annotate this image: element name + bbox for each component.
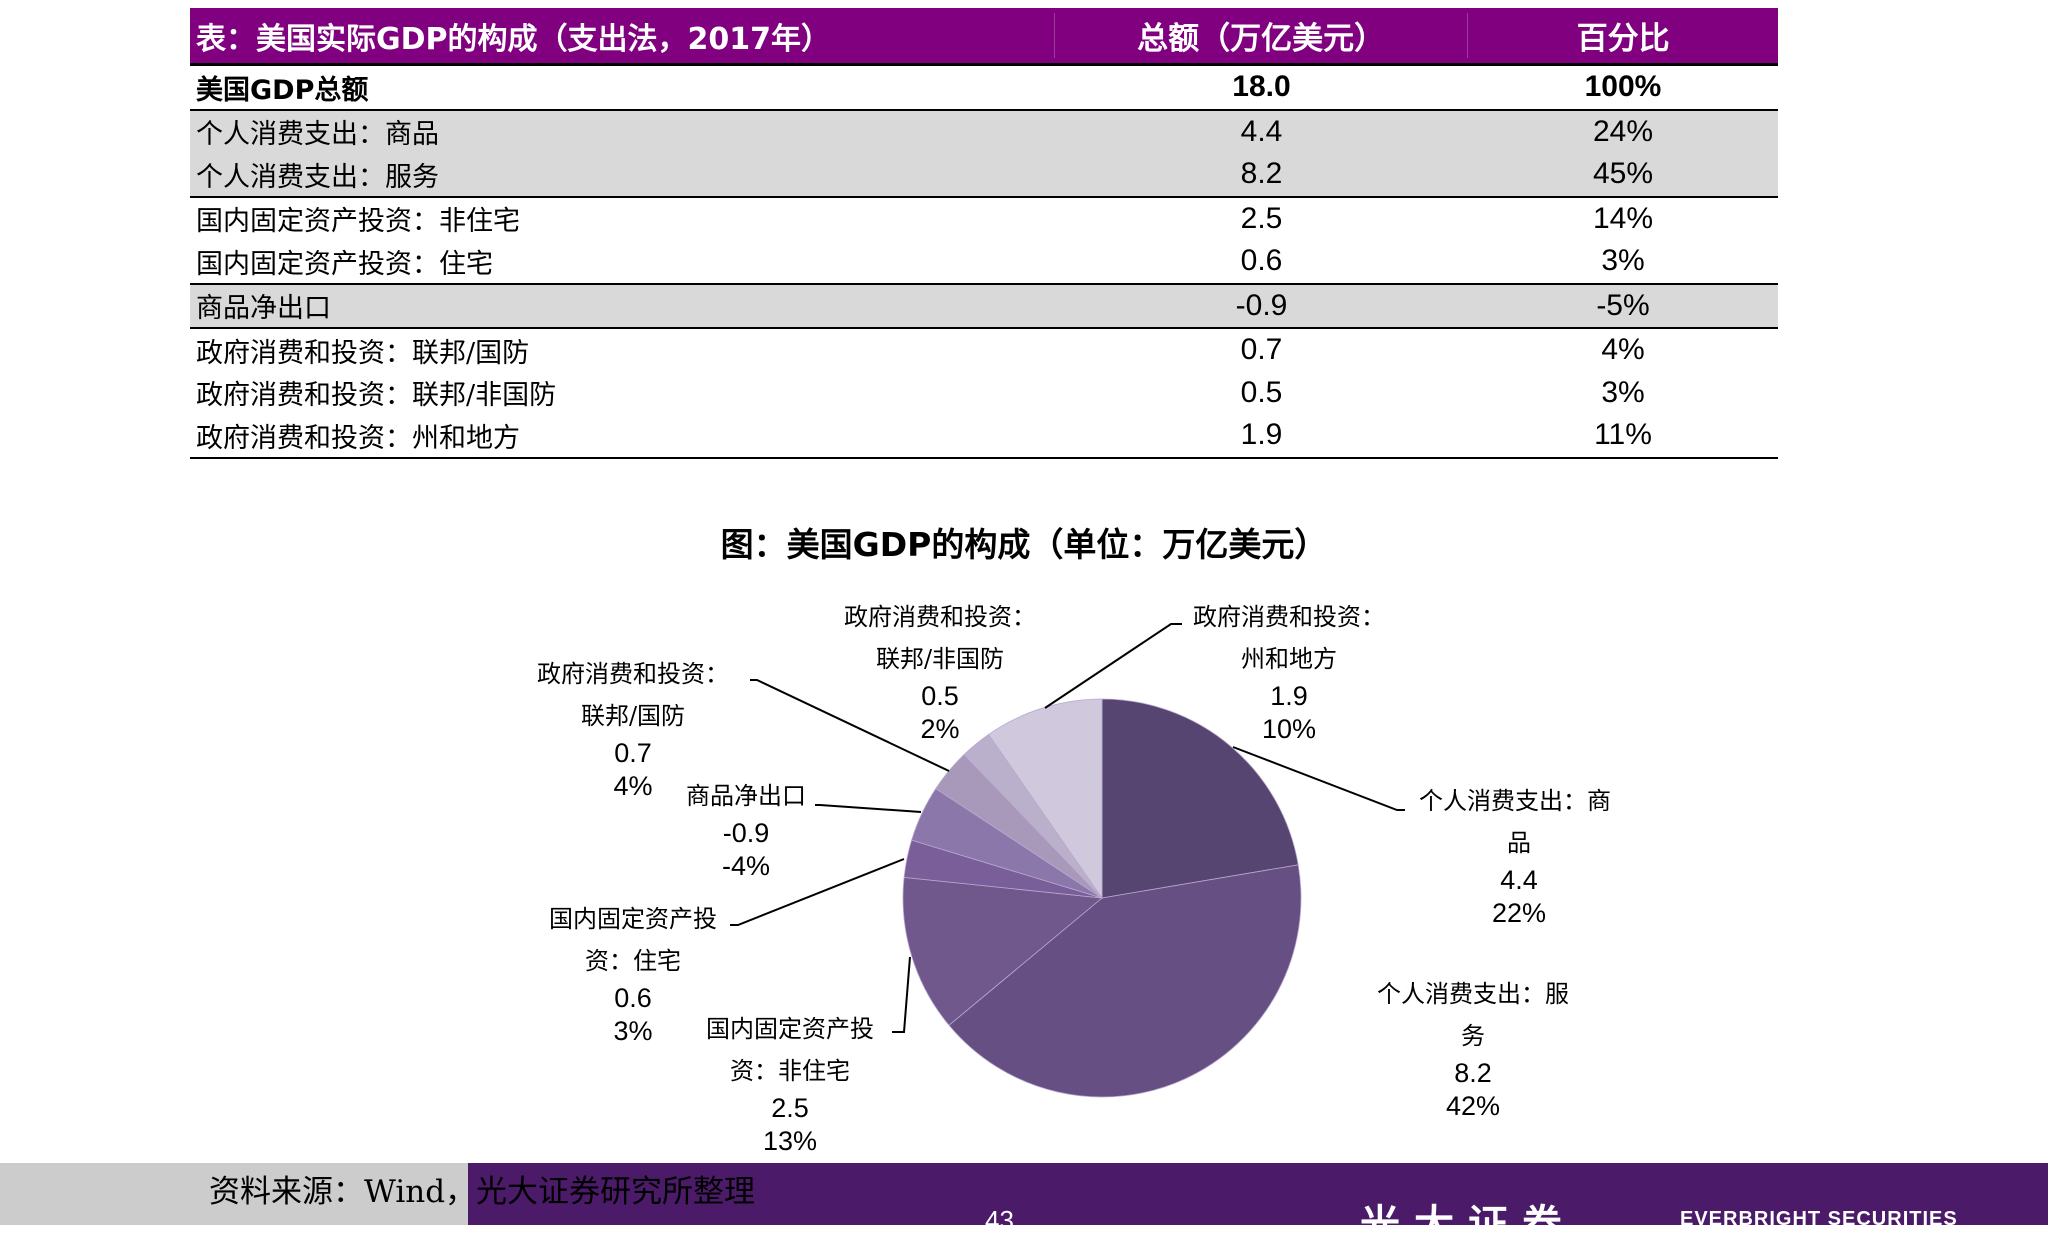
row-label: 个人消费支出：服务 [196, 161, 439, 193]
pie-slice-2 [902, 876, 1103, 1026]
value-label: -0.9 [722, 818, 770, 848]
label-nonresidential: 国内固定资产投 资：非住宅 2.5 13% [706, 1008, 874, 1158]
table-row: 国内固定资产投资：住宅 0.6 3% [190, 240, 1778, 285]
pct-label: 2% [920, 714, 960, 744]
value-label: 1.9 [1270, 681, 1308, 711]
row-pct: 4% [1601, 333, 1645, 367]
label-line: 个人消费支出：服 [1377, 980, 1569, 1008]
value-label: 4.4 [1500, 865, 1538, 895]
table-row: 政府消费和投资：联邦/非国防 0.5 3% [190, 372, 1778, 415]
row-amount: -0.9 [1235, 288, 1288, 322]
table-row: 个人消费支出：商品 4.4 24% [190, 110, 1778, 153]
pct-label: 22% [1491, 898, 1547, 928]
label-federal-defense: 政府消费和投资： 联邦/国防 0.7 4% [537, 653, 729, 803]
header-title: 表：美国实际GDP的构成（支出法，2017年） [196, 21, 832, 57]
label-line: 政府消费和投资： [844, 603, 1036, 631]
label-goods: 个人消费支出：商 品 4.4 22% [1419, 780, 1611, 930]
table-row: 政府消费和投资：联邦/国防 0.7 4% [190, 329, 1778, 372]
table-row: 国内固定资产投资：非住宅 2.5 14% [190, 198, 1778, 241]
leader-line-residential [730, 858, 905, 926]
row-label: 政府消费和投资：联邦/非国防 [196, 380, 557, 412]
pct-label: 10% [1261, 714, 1317, 744]
row-pct: 45% [1592, 157, 1654, 191]
row-label: 国内固定资产投资：非住宅 [196, 206, 520, 238]
logo-cn: 光大证券 [1360, 1201, 1576, 1248]
row-pct: 14% [1592, 201, 1654, 235]
row-amount: 0.6 [1240, 244, 1283, 278]
value-label: 0.7 [614, 738, 652, 768]
table-row: 个人消费支出：服务 8.2 45% [190, 153, 1778, 198]
pie-slice-1 [948, 864, 1302, 1098]
pct-label: 3% [613, 1016, 653, 1046]
source-note: 资料来源：Wind，光大证券研究所整理 [209, 1174, 756, 1210]
pie-slice-7 [988, 698, 1103, 900]
header-pct: 百分比 [1467, 13, 1778, 58]
row-pct: 3% [1601, 375, 1645, 409]
label-line: 资：非住宅 [730, 1057, 850, 1085]
leader-line-net-exports [815, 804, 922, 813]
row-label: 个人消费支出：商品 [196, 119, 439, 151]
leader-line-defense [750, 679, 950, 772]
row-pct: 11% [1594, 418, 1652, 452]
row-label: 国内固定资产投资：住宅 [196, 248, 493, 280]
row-amount: 18.0 [1232, 70, 1291, 104]
row-amount: 0.7 [1240, 333, 1283, 367]
row-amount: 8.2 [1240, 157, 1283, 191]
label-federal-nondefense: 政府消费和投资： 联邦/非国防 0.5 2% [844, 596, 1036, 746]
table-row: 政府消费和投资：州和地方 1.9 11% [190, 414, 1778, 459]
label-residential: 国内固定资产投 资：住宅 0.6 3% [549, 898, 717, 1048]
value-label: 0.6 [614, 983, 652, 1013]
row-amount: 4.4 [1240, 114, 1283, 148]
table-row: 美国GDP总额 18.0 100% [190, 66, 1778, 111]
pct-label: 42% [1445, 1091, 1501, 1121]
label-services: 个人消费支出：服 务 8.2 42% [1377, 973, 1569, 1123]
leader-line-state [1044, 623, 1182, 709]
pct-label: 4% [613, 771, 653, 801]
value-label: 2.5 [771, 1093, 809, 1123]
label-line: 国内固定资产投 [549, 905, 717, 933]
chart-title: 图：美国GDP的构成（单位：万亿美元） [720, 525, 1328, 564]
row-amount: 1.9 [1240, 418, 1283, 452]
value-label: 0.5 [921, 681, 959, 711]
label-line: 品 [1507, 829, 1531, 857]
row-label: 美国GDP总额 [196, 74, 369, 106]
label-line: 政府消费和投资： [537, 660, 729, 688]
pct-label: 13% [762, 1126, 818, 1156]
row-pct: -5% [1596, 288, 1650, 322]
row-pct: 100% [1584, 70, 1662, 104]
leader-line-goods [1232, 746, 1405, 811]
label-line: 个人消费支出：商 [1419, 787, 1611, 815]
label-line: 州和地方 [1241, 645, 1337, 673]
row-amount: 2.5 [1240, 201, 1283, 235]
row-pct: 3% [1601, 244, 1645, 278]
page-number: 43 [985, 1205, 1014, 1235]
row-pct: 24% [1592, 114, 1654, 148]
pie-slice-0 [1101, 698, 1299, 899]
label-line: 政府消费和投资： [1193, 603, 1385, 631]
row-amount: 0.5 [1240, 375, 1283, 409]
leader-line-nonresidential [892, 956, 911, 1033]
source-box [0, 1163, 468, 1225]
pct-label: -4% [721, 851, 770, 881]
label-line: 商品净出口 [686, 782, 806, 810]
label-line: 联邦/非国防 [875, 645, 1005, 673]
row-label: 政府消费和投资：联邦/国防 [196, 337, 530, 369]
logo-en: EVERBRIGHT SECURITIES [1680, 1208, 1958, 1230]
row-label: 商品净出口 [196, 293, 331, 325]
label-state-local: 政府消费和投资： 州和地方 1.9 10% [1193, 596, 1385, 746]
row-label: 政府消费和投资：州和地方 [196, 422, 520, 454]
header-amount: 总额（万亿美元） [1053, 13, 1467, 58]
leader-lines [730, 623, 1405, 1033]
table-row: 商品净出口 -0.9 -5% [190, 284, 1778, 329]
value-label: 8.2 [1454, 1058, 1492, 1088]
label-line: 国内固定资产投 [706, 1015, 874, 1043]
table-header: 表：美国实际GDP的构成（支出法，2017年） 总额（万亿美元） 百分比 [190, 8, 1778, 66]
label-net-exports: 商品净出口 -0.9 -4% [686, 775, 806, 883]
label-line: 务 [1461, 1022, 1485, 1050]
gdp-table: 表：美国实际GDP的构成（支出法，2017年） 总额（万亿美元） 百分比 美国G… [190, 8, 1778, 459]
label-line: 资：住宅 [585, 947, 681, 975]
label-line: 联邦/国防 [580, 702, 686, 730]
